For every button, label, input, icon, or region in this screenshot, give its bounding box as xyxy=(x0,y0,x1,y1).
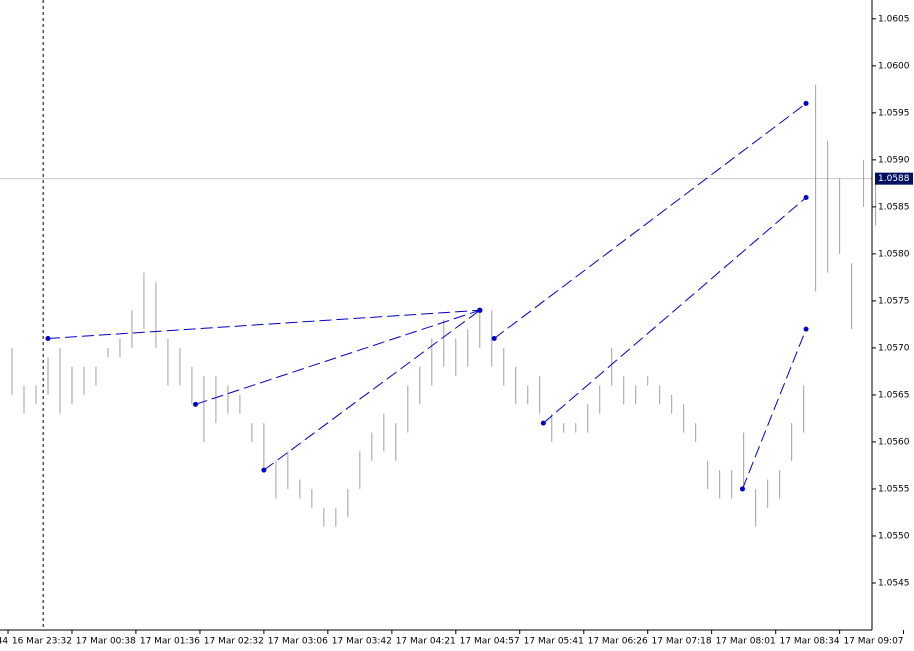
y-tick-label: 1.0570 xyxy=(878,343,910,353)
y-tick-label: 1.0605 xyxy=(878,14,910,24)
y-tick-label: 1.0580 xyxy=(878,249,910,259)
x-tick-label: 17 Mar 02:32 xyxy=(204,637,264,647)
x-tick-label: 17 Mar 03:06 xyxy=(268,637,328,647)
x-tick-label: 17 Mar 03:42 xyxy=(332,637,392,647)
trend-point xyxy=(803,194,809,200)
y-tick-label: 1.0585 xyxy=(878,202,910,212)
trend-point xyxy=(193,401,199,407)
trend-line xyxy=(195,309,480,405)
y-tick-label: 1.0600 xyxy=(878,61,910,71)
y-tick-label: 1.0590 xyxy=(878,155,910,165)
trend-line xyxy=(741,328,807,490)
trend-point xyxy=(540,420,546,426)
current-price-label: 1.0588 xyxy=(878,174,910,184)
trend-line xyxy=(263,309,481,471)
trend-point xyxy=(803,100,809,106)
x-tick-label: 17 Mar 09:07 xyxy=(843,637,903,647)
trend-point xyxy=(803,326,809,332)
x-tick-label: 17 Mar 04:21 xyxy=(396,637,456,647)
trend-line xyxy=(543,197,807,424)
trend-point xyxy=(261,467,267,473)
trend-point xyxy=(491,336,497,342)
y-tick-label: 1.0560 xyxy=(878,437,910,447)
y-tick-label: 1.0550 xyxy=(878,531,910,541)
trend-line xyxy=(493,103,807,339)
trend-point xyxy=(739,486,745,492)
y-tick-label: 1.0595 xyxy=(878,108,910,118)
x-tick-label: 17 Mar 07:18 xyxy=(652,637,712,647)
x-tick-label: 17 Mar 08:34 xyxy=(780,637,840,647)
x-tick-label: 17 Mar 01:36 xyxy=(140,637,200,647)
x-tick-label: 17 Mar 05:41 xyxy=(524,637,584,647)
x-tick-label: 16 Mar 23:32 xyxy=(12,637,72,647)
x-tick-label: 44 xyxy=(0,637,8,647)
y-tick-label: 1.0575 xyxy=(878,296,910,306)
x-tick-label: 17 Mar 04:57 xyxy=(460,637,520,647)
y-tick-label: 1.0565 xyxy=(878,390,910,400)
trend-point xyxy=(45,336,51,342)
price-label-box xyxy=(875,172,913,185)
x-tick-label: 17 Mar 08:01 xyxy=(716,637,776,647)
y-tick-label: 1.0555 xyxy=(878,484,910,494)
trend-point xyxy=(477,307,483,313)
trend-line xyxy=(47,309,480,340)
x-tick-label: 17 Mar 06:26 xyxy=(588,637,648,647)
x-tick-label: 17 Mar 00:38 xyxy=(76,637,136,647)
y-tick-label: 1.0545 xyxy=(878,578,910,588)
